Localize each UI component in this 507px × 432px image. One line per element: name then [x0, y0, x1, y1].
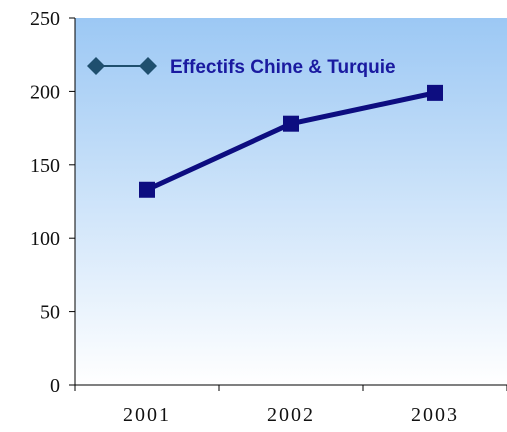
series-effectifs: [139, 84, 443, 198]
x-tick-label-2002: 2002: [267, 404, 315, 426]
x-tick-label-2003: 2003: [411, 404, 459, 426]
y-tick-label-250: 250: [30, 8, 60, 30]
legend: Effectifs Chine & Turquie: [87, 57, 396, 78]
data-point-2002: [283, 115, 299, 132]
plot-area: [75, 18, 507, 385]
x-axis-ticks: [74, 385, 507, 391]
data-point-2001: [139, 181, 155, 198]
y-tick-label-100: 100: [30, 228, 60, 250]
y-tick-label-150: 150: [30, 155, 60, 177]
legend-label-effectifs: Effectifs Chine & Turquie: [170, 57, 396, 78]
y-axis-ticks: [69, 17, 75, 386]
legend-marker-right: [139, 57, 157, 75]
y-tick-label-0: 0: [50, 375, 60, 397]
y-axis-tick-labels: 0 50 100 150 200 250: [30, 8, 60, 397]
legend-marker-left: [87, 57, 105, 75]
x-tick-label-2001: 2001: [123, 404, 171, 426]
y-tick-label-200: 200: [30, 81, 60, 103]
data-point-2003: [427, 84, 443, 101]
x-axis-tick-labels: 2001 2002 2003: [123, 404, 459, 426]
y-tick-label-50: 50: [40, 302, 60, 324]
